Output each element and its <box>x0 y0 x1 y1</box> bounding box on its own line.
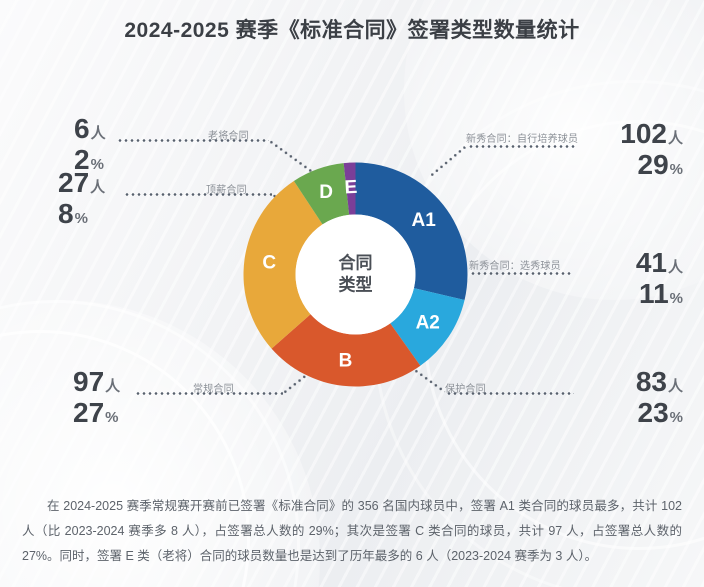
callout-A2-count: 41人 <box>636 247 683 278</box>
donut-segment-label-D: D <box>319 182 333 203</box>
callout-A1-count-unit: 人 <box>667 130 683 147</box>
leader-line-A1-horizontal <box>468 145 577 148</box>
donut-segment-D[interactable] <box>293 163 350 225</box>
callout-D[interactable]: 27人 8% <box>58 167 105 230</box>
callout-A2-percent-unit: % <box>669 290 683 308</box>
leader-line-D-horizontal <box>124 193 272 196</box>
leader-line-B-horizontal <box>446 392 574 395</box>
callout-A2-percent: 11% <box>636 278 683 309</box>
callout-C-count-value: 97 <box>73 366 105 397</box>
callout-D-count-unit: 人 <box>90 179 106 196</box>
callout-A2[interactable]: 41人 11% <box>636 247 683 310</box>
callout-D-percent-unit: % <box>74 210 88 228</box>
callout-E-count-value: 6 <box>74 113 90 144</box>
donut-chart[interactable]: A1 A2 B C D E 合同 类型 <box>233 152 478 397</box>
callout-C-percent-unit: % <box>105 409 119 427</box>
callout-A2-category: 新秀合同：选秀球员 <box>469 261 561 272</box>
callout-A2-count-value: 41 <box>635 247 667 278</box>
callout-C-count: 97人 <box>73 366 120 397</box>
callout-A1-category: 新秀合同：自行培养球员 <box>466 134 579 145</box>
callout-E-category: 老将合同 <box>208 131 249 142</box>
callout-E-count: 6人 <box>74 113 106 144</box>
callout-E-percent-value: 2 <box>74 144 90 176</box>
callout-A1-count-value: 102 <box>620 118 667 149</box>
callout-C-percent-value: 27 <box>73 397 105 429</box>
donut-segment-label-B: B <box>339 350 353 371</box>
callout-D-count-value: 27 <box>58 167 90 198</box>
leader-line-E-horizontal <box>117 139 269 142</box>
donut-segment-A2[interactable] <box>390 288 465 366</box>
donut-segment-label-C: C <box>262 253 276 274</box>
callout-C-count-unit: 人 <box>105 378 121 395</box>
callout-D-percent: 8% <box>58 198 105 229</box>
donut-segment-E[interactable] <box>343 162 356 215</box>
callout-B-percent-value: 23 <box>637 397 669 429</box>
callout-A2-category-wrap: 新秀合同：选秀球员 <box>469 257 561 272</box>
callout-B-count-unit: 人 <box>667 378 683 395</box>
callout-D-count: 27人 <box>58 167 105 198</box>
page-title: 2024-2025 赛季《标准合同》签署类型数量统计 <box>124 19 580 42</box>
callout-C-category: 常规合同 <box>193 384 234 395</box>
callout-D-percent-value: 8 <box>58 198 74 230</box>
callout-A2-percent-value: 11 <box>639 278 669 310</box>
callout-B-category: 保护合同 <box>445 384 486 395</box>
callout-D-category-wrap: 顶薪合同 <box>206 181 247 196</box>
callout-E-category-wrap: 老将合同 <box>208 127 249 142</box>
callout-B-percent-unit: % <box>669 409 683 427</box>
callout-A1-category-wrap: 新秀合同：自行培养球员 <box>466 130 578 145</box>
leader-line-A2-horizontal <box>470 272 573 275</box>
callout-A1[interactable]: 102人 29% <box>620 118 683 181</box>
donut-hole <box>295 214 416 335</box>
callout-B-category-wrap: 保护合同 <box>445 380 486 395</box>
donut-center-label: 合同 类型 <box>338 253 373 295</box>
callout-A1-percent-unit: % <box>669 161 683 179</box>
summary-paragraph: 在 2024-2025 赛季常规赛开赛前已签署《标准合同》的 356 名国内球员… <box>22 499 682 563</box>
callout-C-percent: 27% <box>73 397 120 428</box>
callout-B-count: 83人 <box>636 366 683 397</box>
callout-E[interactable]: 6人 2% <box>74 113 106 176</box>
callout-A1-count: 102人 <box>620 118 683 149</box>
callout-B-count-value: 83 <box>635 366 667 397</box>
callout-C-category-wrap: 常规合同 <box>193 380 234 395</box>
callout-E-percent-unit: % <box>90 156 104 174</box>
callout-C[interactable]: 97人 27% <box>73 366 120 429</box>
callout-A1-percent: 29% <box>620 149 684 181</box>
callout-D-category: 顶薪合同 <box>206 185 247 196</box>
callout-B-percent: 23% <box>636 397 684 429</box>
callout-A1-percent-value: 29 <box>637 149 669 181</box>
donut-segment-label-E: E <box>344 177 358 199</box>
callout-B[interactable]: 83人 23% <box>636 366 683 429</box>
callout-A2-count-unit: 人 <box>667 259 683 276</box>
callout-E-percent: 2% <box>74 144 106 175</box>
donut-segment-label-A1: A1 <box>412 210 437 231</box>
donut-segment-label-A2: A2 <box>416 312 440 333</box>
callout-E-count-unit: 人 <box>90 125 106 142</box>
